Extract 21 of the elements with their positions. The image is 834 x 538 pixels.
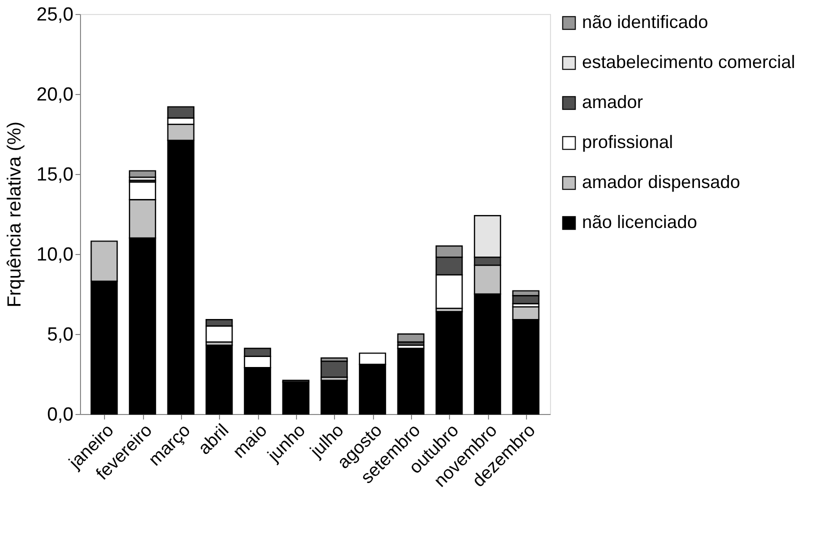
- y-tick-label: 0,0: [47, 404, 74, 426]
- legend-label: estabelecimento comercial: [582, 52, 796, 72]
- y-tick-label: 25,0: [36, 4, 74, 26]
- y-tick-label: 10,0: [36, 244, 74, 266]
- bar: [206, 344, 233, 415]
- bar: [282, 381, 310, 415]
- y-axis-title: Frquência relativa (%): [4, 122, 26, 308]
- legend-label: não identificado: [582, 12, 708, 32]
- bar: [397, 348, 424, 415]
- bar: [128, 170, 156, 178]
- legend-label: amador: [582, 92, 644, 112]
- legend-label: amador dispensado: [582, 172, 740, 192]
- bar: [397, 333, 424, 343]
- bar: [436, 311, 463, 415]
- y-tick-label: 15,0: [36, 164, 74, 186]
- bar: [320, 360, 348, 378]
- legend-label: não licenciado: [582, 212, 698, 232]
- bar: [320, 380, 348, 415]
- y-tick-label: 5,0: [47, 324, 74, 346]
- y-tick-label: 20,0: [36, 84, 74, 106]
- legend-label: profissional: [582, 132, 674, 152]
